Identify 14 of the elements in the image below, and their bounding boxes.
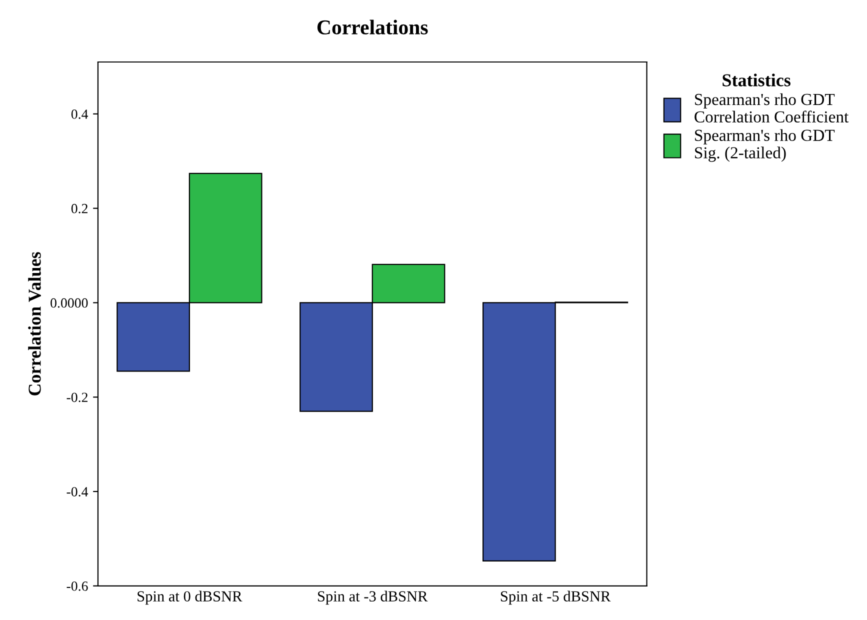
x-tick-label: Spin at -5 dBSNR — [500, 590, 611, 605]
legend-label: Spearman's rho GDT Correlation Coefficient — [694, 93, 849, 123]
legend-title: Statistics — [722, 74, 790, 86]
legend-label: Spearman's rho GDT Sig. (2-tailed) — [695, 129, 835, 162]
chart-title: Correlations — [317, 20, 428, 34]
y-tick-label: 0.2 — [71, 204, 88, 214]
y-tick-label: -0.6 — [66, 581, 88, 591]
y-tick-label: 0.0000 — [50, 298, 88, 308]
x-tick-label: Spin at -3 dBSNR — [318, 590, 428, 605]
y-tick-label: -0.4 — [66, 487, 88, 497]
y-tick-label: 0.4 — [71, 110, 88, 119]
y-axis-title: Correlation Values — [28, 252, 41, 396]
y-tick-label: -0.2 — [66, 392, 88, 402]
x-tick-label: Spin at 0 dBSNR — [138, 590, 242, 605]
